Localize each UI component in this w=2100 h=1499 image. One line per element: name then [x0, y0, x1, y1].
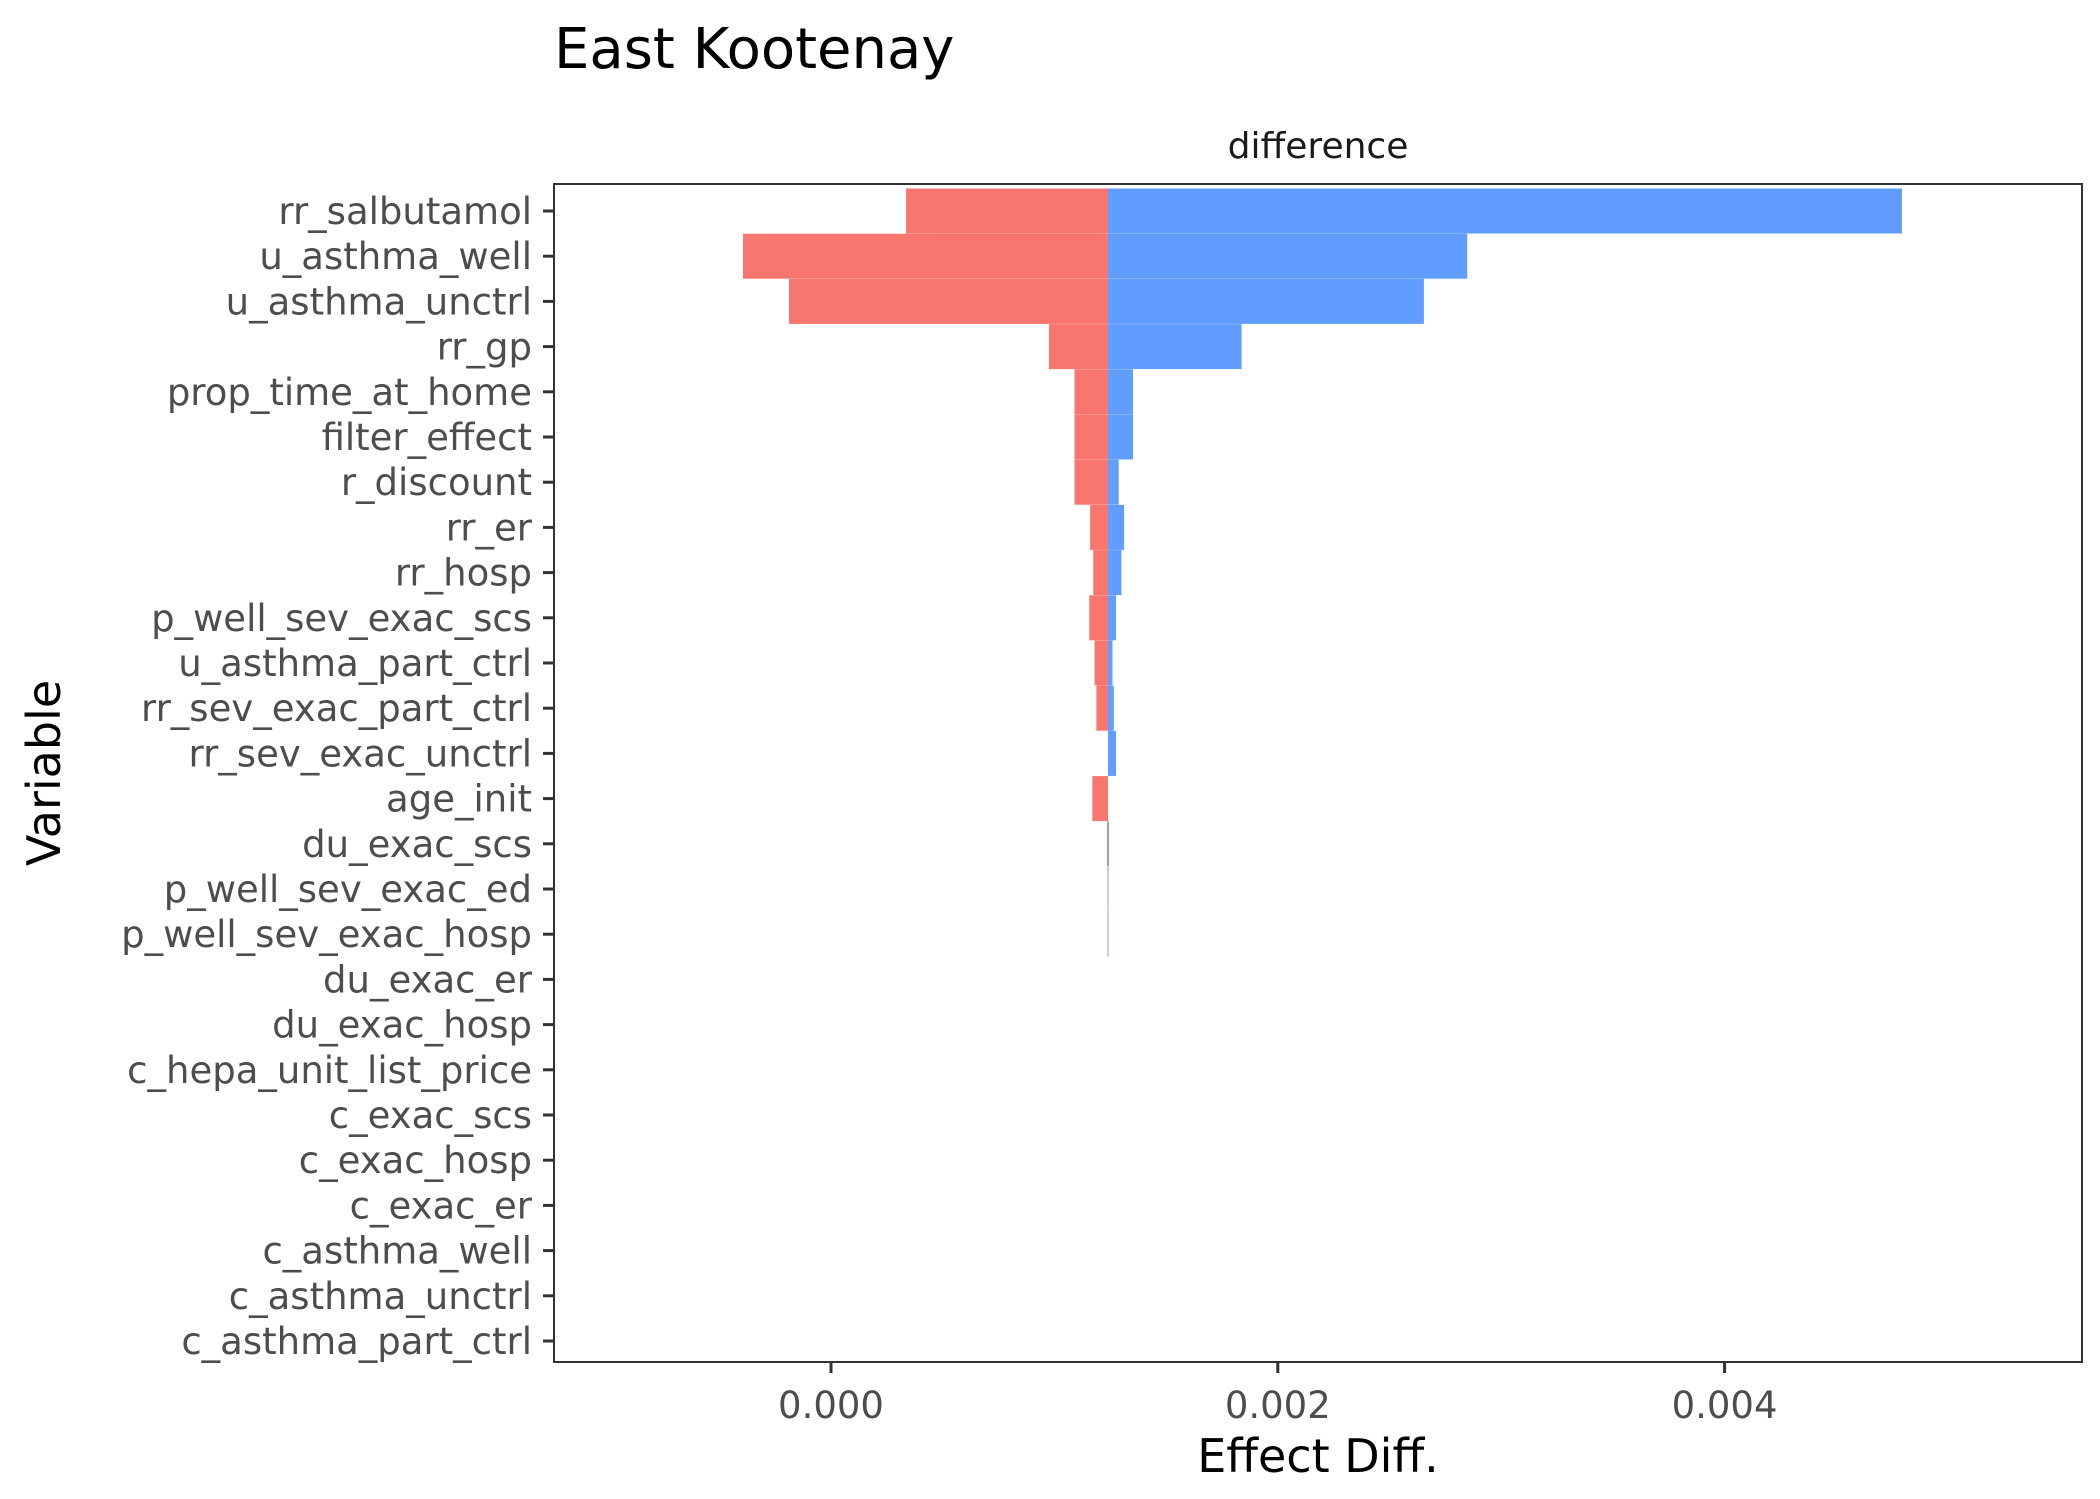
y-tick-label: du_exac_hosp: [272, 1004, 532, 1047]
y-tick-label: p_well_sev_exac_scs: [151, 597, 532, 640]
bar-red-rr-salbutamol: [906, 188, 1109, 234]
y-tick-label: u_asthma_part_ctrl: [178, 642, 532, 685]
y-axis-title: Variable: [17, 680, 71, 866]
bar-blue-rr-salbutamol: [1108, 188, 1902, 234]
bar-red-p-well-sev-exac-scs: [1089, 595, 1109, 641]
y-tick-label: filter_effect: [322, 416, 532, 459]
bar-blue-filter-effect: [1108, 414, 1134, 460]
x-tick-label: 0.000: [778, 1384, 884, 1427]
bar-blue-p-well-sev-exac-scs: [1108, 595, 1117, 641]
x-tick-label: 0.002: [1225, 1384, 1331, 1427]
y-tick-label: du_exac_er: [323, 958, 533, 1001]
y-tick-label: rr_er: [446, 506, 533, 549]
y-tick-label: c_exac_scs: [329, 1094, 532, 1137]
y-tick-label: c_asthma_well: [262, 1230, 532, 1273]
bar-red-age-init: [1092, 776, 1109, 822]
y-tick-label: prop_time_at_home: [167, 371, 532, 414]
bar-blue-du-exac-scs: [1108, 821, 1109, 867]
y-tick-label: c_asthma_part_ctrl: [181, 1320, 532, 1363]
bar-blue-rr-sev-exac-unctrl: [1108, 730, 1117, 776]
y-tick-label: rr_hosp: [395, 552, 532, 595]
bar-red-filter-effect: [1074, 414, 1109, 460]
y-tick-label: du_exac_scs: [302, 823, 532, 866]
bar-blue-rr-er: [1108, 504, 1125, 550]
y-tick-label: p_well_sev_exac_hosp: [121, 913, 532, 956]
y-tick-label: p_well_sev_exac_ed: [164, 868, 532, 911]
y-tick-label: rr_gp: [437, 326, 532, 369]
y-axis: rr_salbutamolu_asthma_wellu_asthma_unctr…: [121, 190, 554, 1363]
bar-blue-u-asthma-well: [1108, 233, 1468, 279]
y-tick-label: age_init: [386, 778, 532, 821]
y-tick-label: rr_sev_exac_unctrl: [189, 732, 532, 775]
y-tick-label: rr_salbutamol: [278, 190, 532, 233]
bar-blue-rr-hosp: [1108, 550, 1122, 596]
bar-red-rr-gp: [1049, 324, 1109, 370]
facet-strip-label: difference: [1228, 126, 1409, 167]
chart-title: East Kootenay: [554, 17, 954, 82]
bar-blue-u-asthma-part-ctrl: [1108, 640, 1113, 686]
bar-blue-rr-sev-exac-part-ctrl: [1108, 685, 1114, 731]
bar-red-r-discount: [1074, 459, 1109, 505]
y-tick-label: c_exac_hosp: [299, 1139, 532, 1182]
y-tick-label: u_asthma_unctrl: [226, 280, 532, 323]
bar-blue-prop-time-at-home: [1108, 369, 1134, 415]
bar-red-u-asthma-well: [742, 233, 1109, 279]
x-axis-title: Effect Diff.: [1197, 1429, 1439, 1483]
bars-layer: [742, 188, 1902, 957]
bar-red-prop-time-at-home: [1074, 369, 1109, 415]
x-tick-label: 0.004: [1672, 1384, 1778, 1427]
bar-blue-r-discount: [1108, 459, 1119, 505]
bar-red-rr-sev-exac-part-ctrl: [1096, 685, 1109, 731]
x-axis: 0.000 0.002 0.004: [778, 1362, 1778, 1427]
bar-blue-rr-gp: [1108, 324, 1242, 370]
y-tick-label: c_hepa_unit_list_price: [127, 1049, 532, 1092]
bar-red-u-asthma-part-ctrl: [1094, 640, 1109, 686]
panel-border: [553, 183, 2083, 1363]
y-tick-label: rr_sev_exac_part_ctrl: [141, 687, 532, 730]
bar-blue-u-asthma-unctrl: [1108, 278, 1424, 324]
bar-red-rr-hosp: [1093, 550, 1109, 596]
y-tick-label: c_exac_er: [350, 1184, 533, 1227]
bar-red-du-exac-scs: [1107, 821, 1109, 867]
y-tick-label: u_asthma_well: [259, 235, 532, 278]
bar-red-rr-er: [1090, 504, 1109, 550]
bar-red-u-asthma-unctrl: [789, 278, 1109, 324]
y-tick-label: c_asthma_unctrl: [229, 1275, 532, 1318]
y-tick-label: r_discount: [341, 461, 532, 504]
